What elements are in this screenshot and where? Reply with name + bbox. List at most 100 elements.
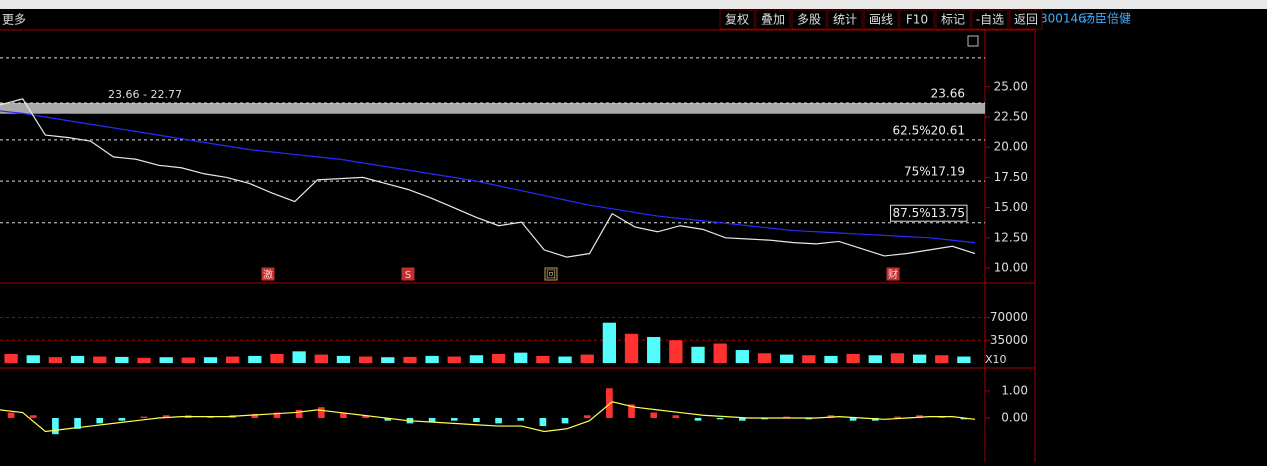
button-frame[interactable] [935, 9, 971, 30]
event-marker-box[interactable] [886, 267, 900, 281]
volume-bar [93, 356, 107, 364]
volume-bar [846, 353, 860, 364]
fib-label: 23.66 [931, 86, 965, 100]
toolbar-button[interactable]: 标记 [941, 13, 965, 27]
toolbar-button[interactable]: 返回 [1014, 13, 1038, 27]
price-line [0, 98, 976, 258]
stock-code[interactable]: 300146 [1040, 12, 1086, 26]
volume-bar [691, 346, 705, 364]
volume-bar [912, 354, 927, 364]
macd-bar [739, 417, 746, 421]
volume-bar [203, 357, 218, 364]
volume-bar [469, 355, 484, 364]
macd-bar [694, 417, 702, 421]
y-tick-label: 0.00 [1001, 410, 1028, 424]
volume-bar [935, 355, 949, 364]
volume-bar [624, 333, 639, 364]
y-tick-label: 12.50 [994, 230, 1028, 244]
volume-bar [292, 351, 306, 364]
macd-bar [74, 417, 81, 429]
event-marker-box[interactable] [544, 267, 558, 281]
volume-bar [159, 357, 173, 364]
volume-bar [602, 322, 617, 364]
macd-bar [29, 415, 37, 418]
macd-bar [362, 415, 369, 418]
macd-bar [583, 415, 591, 418]
macd-bar [450, 417, 458, 421]
y-tick-label: 1.00 [1001, 383, 1028, 397]
macd-bar [805, 417, 813, 420]
macd-bar [251, 413, 259, 418]
fib-label: 75%17.19 [904, 165, 965, 179]
macd-bar [162, 415, 170, 418]
volume-bar [580, 354, 594, 364]
macd-bar [539, 417, 547, 427]
title-strip [0, 0, 1267, 9]
y-tick-label: 17.50 [994, 170, 1028, 184]
volume-bar [70, 355, 85, 364]
toolbar-button[interactable]: 统计 [833, 13, 857, 27]
macd-bar [340, 412, 347, 418]
event-marker[interactable]: 回 [546, 269, 556, 281]
toolbar-button[interactable]: 叠加 [761, 13, 785, 27]
macd-bar [118, 417, 126, 421]
volume-bar [425, 355, 439, 364]
button-frame[interactable] [971, 9, 1009, 30]
volume-bar [48, 357, 63, 364]
button-frame[interactable] [791, 9, 827, 30]
macd-bar [938, 416, 946, 418]
event-marker-box[interactable] [261, 267, 275, 281]
toolbar-button[interactable]: 多股 [797, 13, 821, 27]
y-tick-label: 20.00 [994, 140, 1028, 154]
volume-bar [802, 355, 816, 364]
volume-bar [868, 355, 882, 364]
button-frame[interactable] [1009, 9, 1043, 30]
volume-bar [491, 353, 506, 364]
button-frame[interactable] [719, 9, 755, 30]
event-marker-box[interactable] [401, 267, 415, 281]
volume-bar [647, 337, 661, 364]
macd-bar [650, 412, 658, 418]
toolbar-button[interactable]: -自选 [976, 13, 1004, 27]
volume-bar [358, 356, 373, 364]
y-tick-label: 70000 [990, 310, 1028, 324]
volume-bar [447, 356, 461, 364]
volume-bar [270, 353, 284, 364]
macd-bar [384, 417, 392, 421]
macd-bar [960, 417, 968, 420]
button-frame[interactable] [899, 9, 935, 30]
stock-name[interactable]: 汤臣倍健 [1083, 11, 1131, 26]
volume-bar [780, 354, 794, 364]
button-frame[interactable] [755, 9, 791, 30]
event-marker[interactable]: 激 [263, 268, 273, 281]
event-marker[interactable]: S [405, 270, 411, 281]
button-frame[interactable] [863, 9, 899, 30]
event-marker[interactable]: 财 [888, 268, 898, 281]
toolbar-button[interactable]: 画线 [869, 13, 893, 27]
volume-bar [890, 353, 905, 364]
macd-bar [96, 417, 104, 424]
ma-line [0, 110, 976, 244]
fib-label-box [890, 204, 968, 222]
macd-bar [295, 409, 303, 418]
y-tick-label: 15.00 [994, 200, 1028, 214]
dif-line [0, 401, 976, 433]
macd-bar [672, 415, 680, 418]
volume-bar [824, 355, 838, 364]
macd-bar [140, 416, 148, 418]
macd-bar [561, 417, 569, 424]
toolbar-button[interactable]: 复权 [725, 13, 749, 27]
more-button[interactable]: 更多 [2, 13, 26, 27]
volume-bar [403, 356, 417, 364]
volume-bar [137, 357, 151, 364]
button-frame[interactable] [827, 9, 863, 30]
volume-bar [26, 355, 40, 364]
panel-icon[interactable] [967, 35, 979, 47]
macd-bar [517, 417, 525, 421]
fib-label: 87.5%13.75 [893, 206, 965, 220]
toolbar-button[interactable]: F10 [906, 13, 928, 27]
volume-bar [336, 355, 351, 364]
volume-bar [226, 356, 240, 364]
